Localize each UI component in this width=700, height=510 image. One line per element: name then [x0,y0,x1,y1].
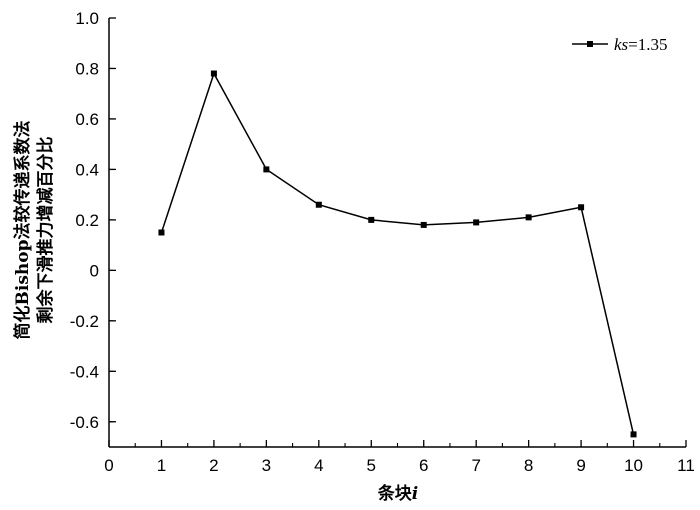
data-point [630,431,637,438]
x-tick-label: 4 [314,456,323,475]
y-tick-label: 0.2 [75,211,99,230]
x-tick-label: 0 [104,456,113,475]
data-point [263,166,270,173]
x-ticks: 0 1 2 3 4 5 6 7 8 9 10 11 [104,440,695,475]
legend-marker [587,41,593,47]
x-axis-title-var: i [412,484,418,504]
x-tick-label: 9 [576,456,585,475]
y-tick-label: 0.4 [75,160,99,179]
data-point [210,70,217,77]
y-tick-label: 0.8 [75,59,99,78]
legend-label-value: =1.35 [628,35,667,54]
x-axis-title-main: 条块 [377,483,413,504]
x-tick-label: 3 [262,456,271,475]
legend: ks=1.35 [572,35,668,54]
x-tick-label: 6 [419,456,428,475]
data-point [525,214,532,221]
y-axis-title-line1: 简化Bishop法较传递系数法 [12,121,33,340]
legend-label-italic: ks [614,35,629,54]
x-axis-title: 条块i [377,483,418,504]
x-tick-label: 5 [367,456,376,475]
data-point [315,201,322,208]
plot-area: 1.0 0.8 0.6 0.4 0.2 0 -0.2 -0.4 -0.6 0 1 2 3 4 5 6 7 8 9 1… [70,9,695,475]
y-tick-label: -0.4 [70,362,99,381]
x-tick-label: 2 [209,456,218,475]
legend-label: ks=1.35 [614,35,668,54]
series-line [160,71,635,435]
y-tick-label: 1.0 [75,9,99,28]
data-point [473,219,480,226]
data-point [368,216,375,223]
y-ticks: 1.0 0.8 0.6 0.4 0.2 0 -0.2 -0.4 -0.6 [70,9,116,432]
y-axis-title: 简化Bishop法较传递系数法 剩余下滑推力增减百分比 [12,121,56,340]
y-tick-label: -0.2 [70,312,99,331]
series-group [158,70,637,438]
y-tick-label: 0 [90,261,99,280]
data-point [158,229,165,236]
x-tick-label: 10 [624,456,643,475]
x-tick-label: 11 [677,456,695,475]
x-tick-label: 1 [157,456,166,475]
x-tick-label: 7 [471,456,480,475]
y-axis-title-line2: 剩余下滑推力增减百分比 [35,137,56,324]
x-tick-label: 8 [524,456,533,475]
y-tick-label: -0.6 [70,413,99,432]
data-point [420,221,427,228]
data-point [578,204,585,211]
y-tick-label: 0.6 [75,110,99,129]
